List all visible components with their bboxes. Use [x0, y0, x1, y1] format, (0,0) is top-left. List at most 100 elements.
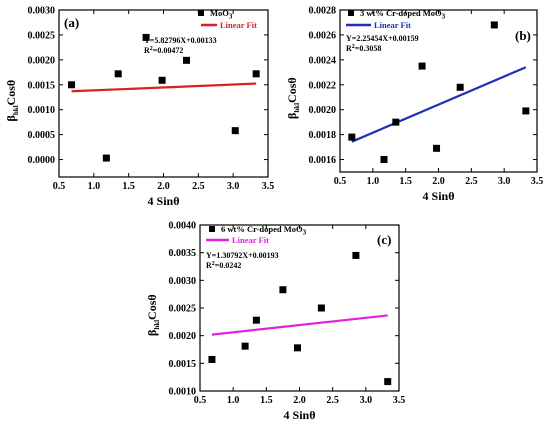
x-tick-label: 1.0 [88, 181, 101, 192]
data-point [231, 127, 239, 135]
fit-equation: Y=1.30792X+0.00193 [206, 251, 279, 260]
legend-label-text: 3 wt% Cr-doped MoO [360, 8, 442, 18]
legend-label-fit: Linear Fit [220, 20, 257, 30]
y-axis-label-rest: Cosθ [145, 294, 159, 320]
data-point [433, 144, 441, 152]
y-tick-label: 0.0030 [28, 6, 56, 17]
y-tick-label: 0.0020 [309, 105, 337, 116]
y-axis-label-sub: hkl [153, 320, 161, 330]
r-squared: R2=0.00472 [144, 46, 183, 55]
y-tick-label: 0.0022 [309, 80, 337, 91]
chart-panel-2: 0.5 1.0 1.5 2.0 2.5 3.0 3.5 0.0016 0.0018 0.0020 0… [285, 6, 543, 204]
x-tick-label: 3.5 [262, 181, 275, 192]
data-point [241, 342, 249, 350]
y-tick-label: 0.0025 [28, 30, 56, 41]
r-squared: R2=0.3058 [346, 44, 381, 53]
legend-label-fit: Linear Fit [374, 20, 411, 30]
data-point [68, 81, 76, 89]
y-axis-label-sub: hkl [293, 103, 301, 113]
x-tick-label: 3.5 [531, 176, 544, 187]
x-tick-label: 0.5 [194, 395, 207, 406]
y-axis-label-main: β [4, 115, 18, 121]
x-tick-label: 1.5 [399, 176, 412, 187]
r-squared-r: R [206, 261, 212, 270]
y-tick-label: 0.0024 [309, 55, 337, 66]
legend-label-sub: 3 [303, 229, 307, 237]
y-tick-label: 0.0005 [28, 130, 56, 141]
y-tick-label: 0.0030 [169, 276, 197, 287]
panel-label: (a) [64, 15, 79, 30]
y-tick-label: 0.0035 [169, 248, 197, 259]
x-tick-label: 2.0 [432, 176, 445, 187]
x-tick-label: 1.5 [122, 181, 135, 192]
y-tick-label: 0.0010 [28, 105, 56, 116]
legend-label-points: 3 wt% Cr-doped MoO3 [360, 8, 446, 21]
x-tick-label: 3.0 [360, 395, 373, 406]
r-squared-value: =0.3058 [355, 44, 382, 53]
r-squared-sup: 2 [352, 44, 355, 50]
y-tick-label: 0.0028 [309, 6, 337, 17]
data-point [208, 355, 216, 363]
data-point [392, 118, 400, 126]
y-tick-label: 0.0015 [28, 80, 56, 91]
x-tick-label: 2.5 [192, 181, 205, 192]
chart-panel-1: 0.5 1.0 1.5 2.0 2.5 3.0 3.5 0.0000 0.0005 0.0010 0… [4, 6, 274, 209]
y-axis-label: βhklCosθ [285, 77, 301, 119]
legend-label-points: MoO3 [210, 8, 233, 21]
r-squared-value: =0.00472 [153, 46, 184, 55]
x-tick-label: 1.0 [367, 176, 380, 187]
y-tick-label: 0.0016 [309, 155, 337, 166]
linear-fit-line [211, 314, 388, 336]
legend-label-points: 6 wt% Cr-doped MoO3 [221, 224, 307, 237]
y-tick-label: 0.0025 [169, 304, 197, 315]
data-point [348, 133, 356, 141]
y-tick-label: 0.0040 [169, 221, 197, 232]
fit-equation: Y=2.25454X+0.00159 [346, 34, 419, 43]
legend-label-fit: Linear Fit [232, 235, 269, 245]
x-axis-label: 4 Sinθ [423, 189, 455, 203]
data-point [522, 107, 530, 115]
legend-marker-square [198, 10, 204, 16]
data-point [418, 62, 426, 70]
fit-equation: Y=5.82796X+0.00133 [144, 36, 217, 45]
data-point [380, 156, 388, 164]
x-axis-label: 4 Sinθ [284, 408, 316, 422]
legend-marker-square [348, 10, 354, 16]
data-point [294, 344, 302, 352]
x-axis-label: 4 Sinθ [148, 194, 180, 208]
r-squared-sup: 2 [150, 46, 153, 52]
x-tick-label: 2.5 [326, 395, 339, 406]
linear-fit-line [71, 82, 257, 93]
r-squared-sup: 2 [212, 261, 215, 267]
data-point [252, 70, 260, 78]
x-tick-label: 1.5 [260, 395, 273, 406]
y-axis-label-main: β [285, 113, 299, 119]
y-tick-label: 0.0020 [28, 55, 56, 66]
data-point [158, 76, 166, 84]
x-tick-label: 1.0 [227, 395, 240, 406]
data-point [114, 70, 122, 78]
data-point [102, 154, 110, 162]
y-axis-label: βhklCosθ [4, 80, 20, 122]
x-tick-label: 3.0 [498, 176, 511, 187]
data-point [384, 378, 392, 386]
x-tick-label: 2.0 [157, 181, 170, 192]
r-squared-r: R [346, 44, 352, 53]
y-tick-label: 0.0020 [169, 331, 197, 342]
y-axis-label-main: β [145, 330, 159, 336]
data-point [252, 316, 260, 324]
data-point [317, 304, 325, 312]
r-squared: R2=0.0242 [206, 261, 241, 270]
x-tick-label: 3.5 [393, 395, 406, 406]
chart-panel-3: 0.5 1.0 1.5 2.0 2.5 3.0 3.5 0.0010 0.0015 0.0020 0… [145, 221, 405, 423]
x-tick-label: 0.5 [53, 181, 66, 192]
data-point [279, 286, 287, 294]
y-tick-label: 0.0018 [309, 130, 337, 141]
legend-label-sub: 3 [442, 13, 446, 21]
plot-frame [199, 224, 400, 392]
y-axis-label-rest: Cosθ [4, 80, 18, 106]
y-tick-label: 0.0015 [169, 359, 197, 370]
legend-label-text: MoO [210, 8, 229, 18]
data-point [182, 56, 190, 64]
